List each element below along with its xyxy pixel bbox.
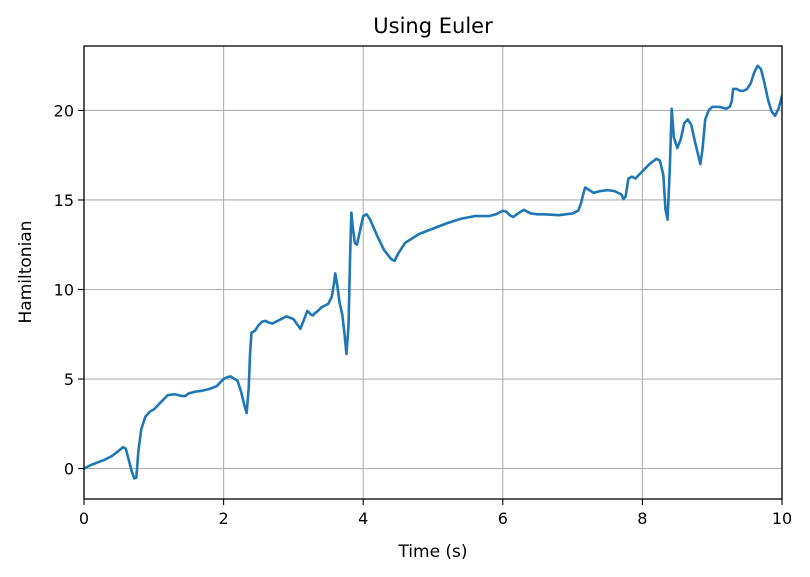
x-axis-ticks: 0 2 4 6 8 10	[79, 499, 792, 528]
plot-area	[84, 64, 782, 480]
series-line-0	[84, 64, 782, 480]
y-tick-label: 0	[64, 460, 74, 479]
x-tick-label: 10	[772, 509, 792, 528]
x-tick-label: 6	[498, 509, 508, 528]
y-tick-label: 10	[54, 281, 74, 300]
y-tick-label: 15	[54, 191, 74, 210]
x-tick-label: 0	[79, 509, 89, 528]
x-tick-label: 2	[219, 509, 229, 528]
x-axis-label: Time (s)	[397, 542, 467, 562]
axes-frame	[83, 45, 783, 500]
y-axis-label: Hamiltonian	[16, 221, 36, 324]
y-axis-ticks: 0 5 10 15 20	[54, 101, 84, 479]
x-tick-label: 8	[637, 509, 647, 528]
chart-title: Using Euler	[373, 14, 493, 38]
y-tick-label: 5	[64, 370, 74, 389]
y-tick-label: 20	[54, 101, 74, 120]
grid-lines	[83, 46, 783, 499]
x-tick-label: 4	[358, 509, 368, 528]
